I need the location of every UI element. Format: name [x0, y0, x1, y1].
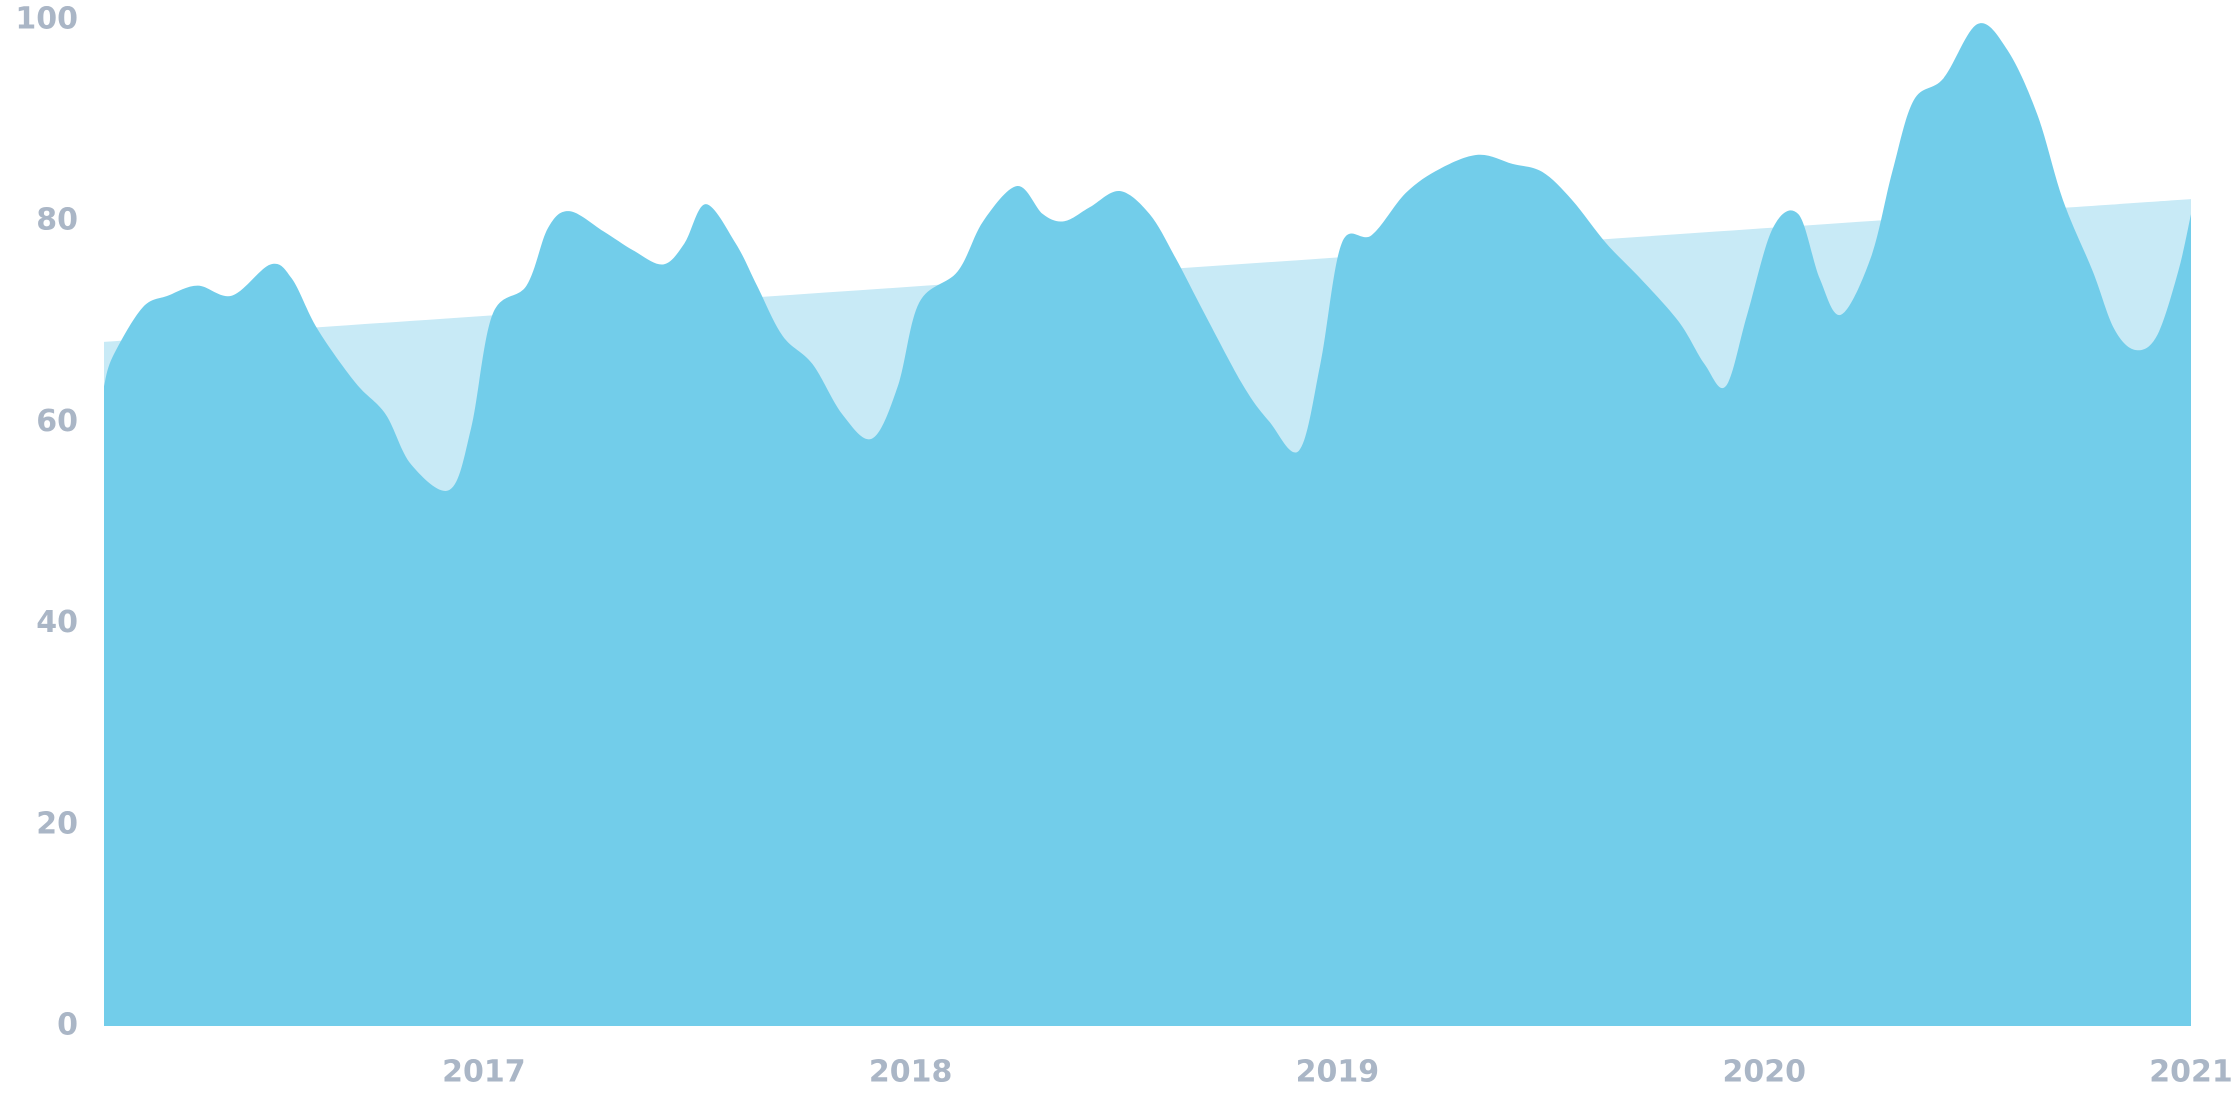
x-tick-label: 2017 — [442, 1055, 526, 1090]
x-tick-label: 2020 — [1722, 1055, 1806, 1090]
x-tick-label: 2021 — [2149, 1055, 2233, 1090]
x-tick-label: 2019 — [1296, 1055, 1380, 1090]
y-tick-label: 40 — [36, 605, 78, 640]
x-tick-label: 2018 — [869, 1055, 953, 1090]
y-tick-label: 80 — [36, 203, 78, 238]
y-tick-label: 100 — [15, 2, 78, 37]
area — [104, 23, 2191, 1027]
y-tick-label: 20 — [36, 806, 78, 841]
y-tick-label: 60 — [36, 404, 78, 439]
y-tick-label: 0 — [57, 1008, 78, 1043]
